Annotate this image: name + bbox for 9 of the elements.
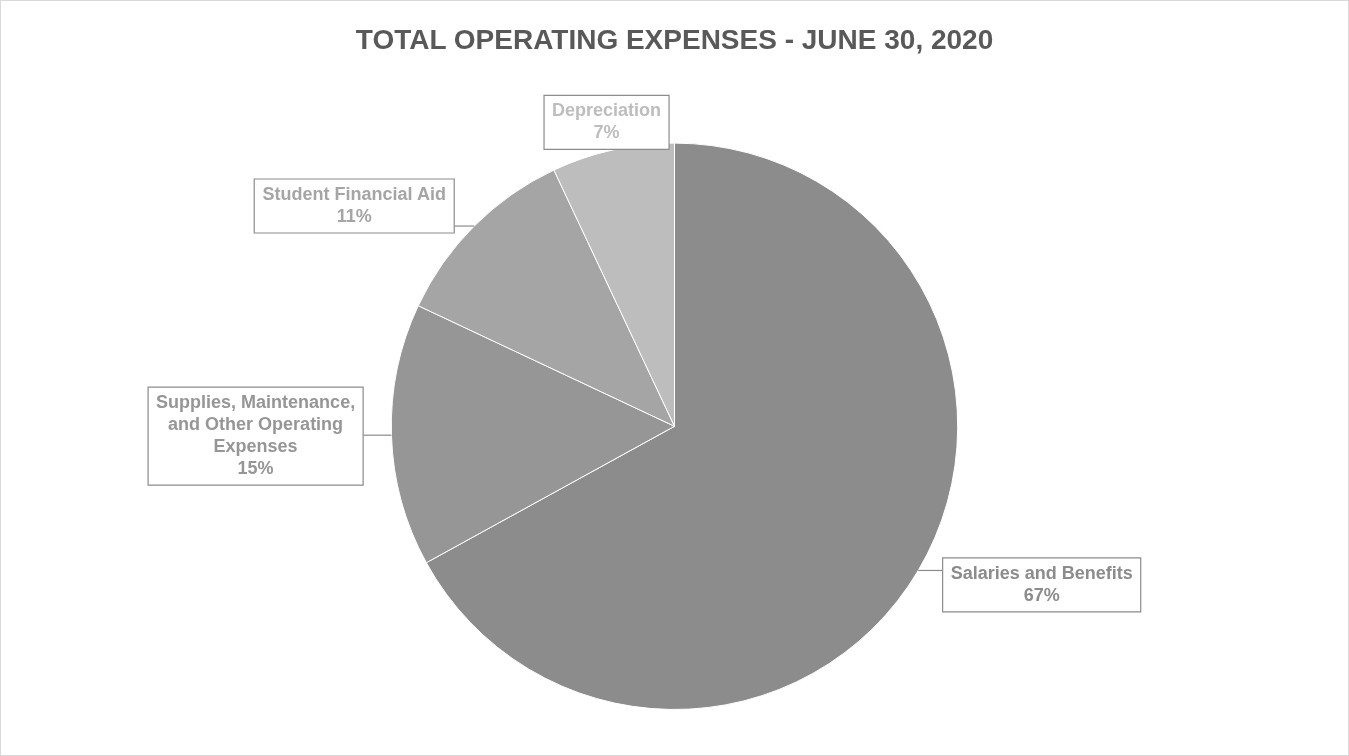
- data-label: 15%: [237, 458, 274, 479]
- chart-title: TOTAL OPERATING EXPENSES - JUNE 30, 2020: [355, 23, 994, 55]
- slice-label: Supplies, Maintenance, and Other Operating Expenses: [156, 392, 356, 457]
- slice-label: Student Financial Aid: [262, 183, 446, 204]
- slice-label: Salaries and Benefits: [950, 562, 1133, 583]
- data-label: 7%: [593, 122, 620, 143]
- data-label: 67%: [1023, 584, 1060, 605]
- data-label: 11%: [336, 205, 372, 226]
- slice-label: Depreciation: [552, 100, 662, 121]
